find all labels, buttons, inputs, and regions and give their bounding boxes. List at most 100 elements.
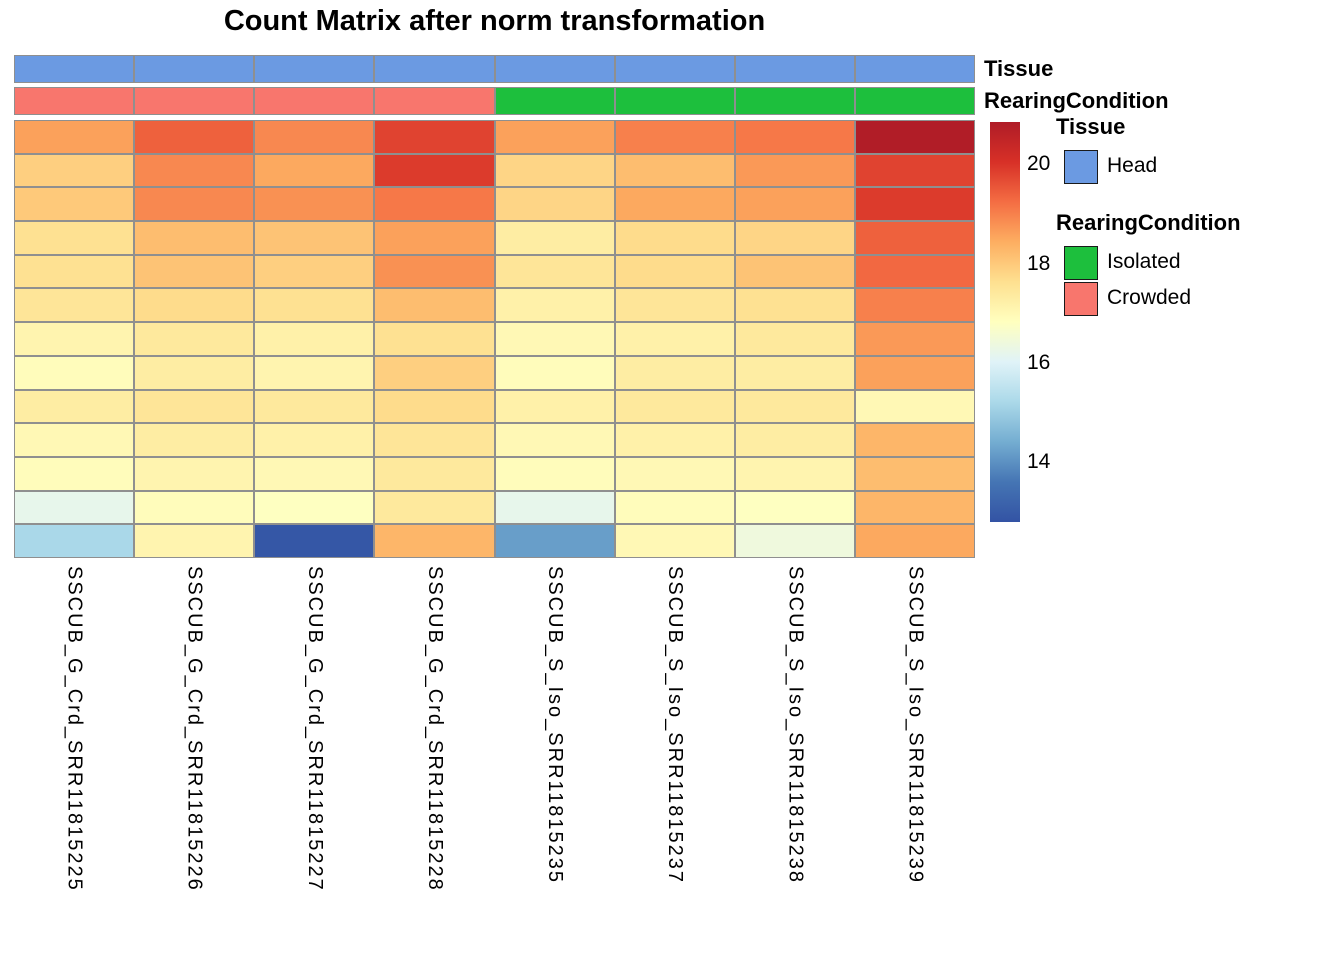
heatmap-cell <box>134 187 255 222</box>
colorbar-tick-label: 20 <box>1027 152 1051 176</box>
heatmap-cell <box>614 221 735 255</box>
annotation-cell <box>854 87 975 115</box>
heatmap-cell <box>494 355 615 390</box>
heatmap-cell <box>14 456 135 491</box>
heatmap-cell <box>254 524 375 558</box>
heatmap-cell <box>734 187 855 222</box>
heatmap-cell <box>134 389 255 424</box>
column-label: SSCUB_G_Crd_SRR11815226 <box>183 566 206 892</box>
annotation-cell <box>494 55 615 83</box>
heatmap-cell <box>254 153 375 188</box>
annotation-cell <box>14 55 135 83</box>
colorbar-tick-label: 14 <box>1027 450 1051 474</box>
heatmap-cell <box>614 524 735 558</box>
heatmap-cell <box>254 423 375 457</box>
legend-group-tissue: Head <box>1064 148 1157 184</box>
heatmap-cell <box>254 288 375 323</box>
annotation-cell <box>854 55 975 83</box>
heatmap-cell <box>374 221 495 255</box>
heatmap-cell <box>14 355 135 390</box>
heatmap-cell <box>14 120 135 154</box>
heatmap-cell <box>494 187 615 222</box>
heatmap-cell <box>854 389 975 424</box>
heatmap-cell <box>734 322 855 356</box>
annotation-cell <box>254 55 375 83</box>
heatmap-cell <box>374 490 495 525</box>
heatmap-cell <box>854 288 975 323</box>
heatmap-cell <box>854 423 975 457</box>
heatmap-cell <box>14 389 135 424</box>
heatmap-cell <box>494 153 615 188</box>
heatmap-cell <box>14 254 135 289</box>
heatmap-cell <box>494 221 615 255</box>
column-labels: SSCUB_G_Crd_SRR11815225 SSCUB_G_Crd_SRR11… <box>14 566 975 958</box>
legend-label: Head <box>1107 154 1158 177</box>
heatmap-cell <box>374 120 495 154</box>
heatmap-cell <box>14 423 135 457</box>
heatmap-cell <box>134 322 255 356</box>
heatmap-cell <box>134 355 255 390</box>
heatmap-cell <box>254 322 375 356</box>
annotation-cell <box>494 87 615 115</box>
legend-title-rearing-condition: RearingCondition <box>1056 210 1241 235</box>
heatmap-cell <box>494 120 615 154</box>
annotation-cell <box>374 87 495 115</box>
heatmap-cell <box>614 456 735 491</box>
heatmap-cell <box>614 120 735 154</box>
column-label: SSCUB_S_Iso_SRR11815235 <box>544 566 567 885</box>
heatmap-cell <box>494 254 615 289</box>
annotation-cell <box>614 87 735 115</box>
heatmap-cell <box>494 322 615 356</box>
heatmap-cell <box>254 490 375 525</box>
heatmap-cell <box>134 153 255 188</box>
heatmap-cell <box>734 524 855 558</box>
tissue-annotation-label: Tissue <box>984 56 1054 81</box>
heatmap-cell <box>494 423 615 457</box>
legend-swatch <box>1064 245 1098 280</box>
heatmap-cell <box>734 120 855 154</box>
heatmap-cell <box>134 423 255 457</box>
heatmap-cell <box>854 221 975 255</box>
heatmap-cell <box>854 187 975 222</box>
heatmap-cell <box>734 423 855 457</box>
heatmap-cell <box>134 120 255 154</box>
tissue-annotation-bar <box>14 55 975 83</box>
heatmap-cell <box>614 254 735 289</box>
heatmap-cell <box>854 456 975 491</box>
heatmap-cell <box>494 456 615 491</box>
column-label: SSCUB_S_Iso_SRR11815237 <box>664 566 687 885</box>
legend-group-rearing-condition: Isolated Crowded <box>1064 244 1191 316</box>
colorbar-tick-label: 18 <box>1027 251 1051 275</box>
column-label: SSCUB_G_Crd_SRR11815225 <box>63 566 86 892</box>
heatmap-cell <box>134 456 255 491</box>
heatmap-grid <box>14 120 975 558</box>
legend-item: Head <box>1064 148 1157 184</box>
legend-item: Isolated <box>1064 244 1191 280</box>
annotation-cell <box>614 55 735 83</box>
heatmap-cell <box>14 288 135 323</box>
heatmap-cell <box>374 524 495 558</box>
heatmap-cell <box>14 490 135 525</box>
legend-swatch <box>1064 281 1098 316</box>
legend-label: Isolated <box>1107 250 1181 273</box>
heatmap-cell <box>374 254 495 289</box>
chart-title: Count Matrix after norm transformation <box>223 5 766 37</box>
heatmap-cell <box>134 524 255 558</box>
heatmap-cell <box>734 456 855 491</box>
heatmap-cell <box>374 322 495 356</box>
heatmap-cell <box>854 254 975 289</box>
column-label: SSCUB_G_Crd_SRR11815228 <box>423 566 446 892</box>
heatmap-cell <box>254 221 375 255</box>
column-label: SSCUB_S_Iso_SRR11815239 <box>904 566 927 885</box>
annotation-cell <box>134 55 255 83</box>
legend-swatch <box>1064 149 1098 184</box>
legend-item: Crowded <box>1064 280 1191 316</box>
annotation-cell <box>14 87 135 115</box>
heatmap-cell <box>14 187 135 222</box>
heatmap-cell <box>734 221 855 255</box>
heatmap-cell <box>614 389 735 424</box>
heatmap-cell <box>14 524 135 558</box>
heatmap-cell <box>134 288 255 323</box>
heatmap-cell <box>14 153 135 188</box>
heatmap-cell <box>134 221 255 255</box>
